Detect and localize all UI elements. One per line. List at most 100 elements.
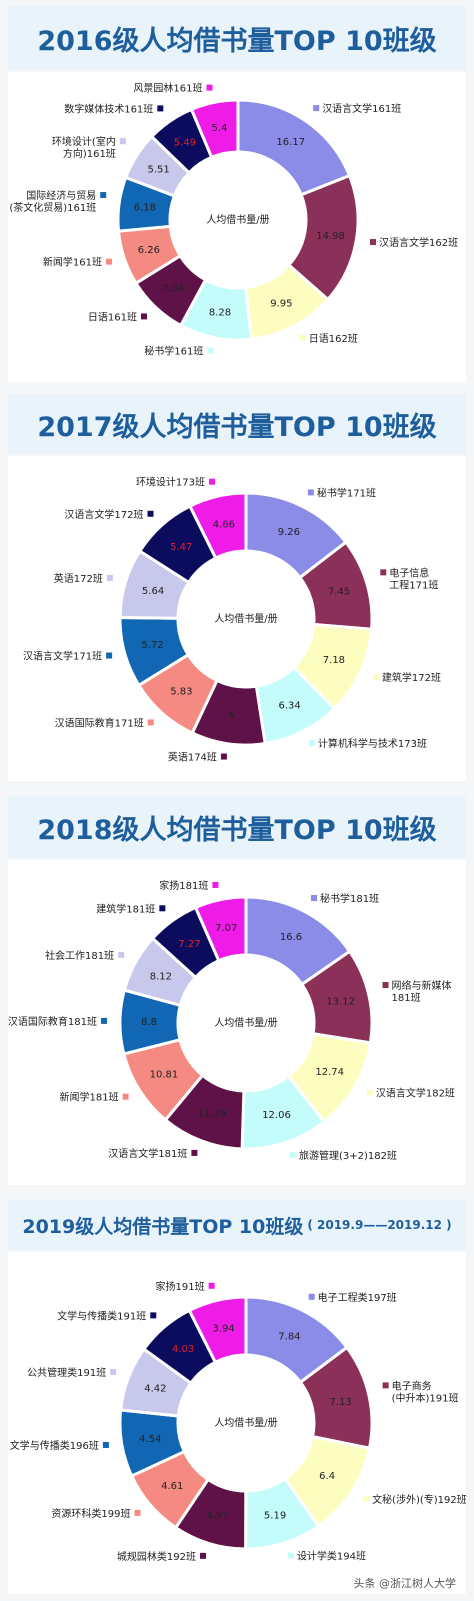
legend-marker (372, 674, 379, 681)
slice-value-label: 5.4 (211, 123, 227, 134)
slice-value-label: 13.12 (326, 997, 355, 1008)
slice-value-label: 9.95 (270, 298, 292, 309)
slice-value-label: 4.54 (139, 1434, 161, 1445)
slice-category-label: 汉语言文学161班 (322, 102, 401, 115)
slice-category-label: 文秘(涉外)(专)192班 (372, 1493, 466, 1506)
slice-category-label: 计算机科学与技术173班 (318, 737, 427, 750)
slice-value-label: 6.26 (138, 245, 160, 256)
slice-category-label: 建筑学172班 (382, 671, 441, 684)
legend-marker (101, 1017, 108, 1024)
slice-value-label: 4.66 (213, 520, 235, 531)
slice-value-label: 5.72 (141, 640, 163, 651)
slice-value-label: 16.6 (280, 932, 302, 943)
slice-value-label: 8.8 (141, 1017, 157, 1028)
donut-center-label: 人均借书量/册 (206, 214, 269, 226)
chart-title-2019: 2019级人均借书量TOP 10班级 ( 2019.9——2019.12 ) (8, 1200, 466, 1250)
chart-title-2018: 2018级人均借书量TOP 10班级 (8, 796, 466, 858)
legend-marker (287, 1552, 294, 1559)
legend-marker (147, 510, 154, 517)
slice-category-label: 工程171班 (389, 579, 438, 591)
slice-category-label: 汉语言文学171班 (23, 649, 102, 662)
legend-marker (311, 895, 318, 902)
slice-category-label: 文学与传播类191班 (57, 1309, 146, 1322)
slice-category-label: 家扬191班 (156, 1280, 205, 1293)
legend-marker (206, 84, 213, 91)
slice-category-label: 电子商务 (392, 1379, 432, 1392)
legend-marker (370, 239, 377, 246)
legend-marker (307, 489, 314, 496)
slice-category-label: 181班 (392, 992, 421, 1004)
legend-marker (207, 347, 214, 354)
chart-title-2017: 2017级人均借书量TOP 10班级 (8, 394, 466, 454)
slice-category-label: (中升本)191班 (392, 1391, 459, 1404)
slice-category-label: 风景园林161班 (133, 82, 202, 95)
slice-value-label: 4.97 (206, 1511, 228, 1522)
slice-value-label: 7.27 (178, 939, 200, 950)
slice-category-label: 日语161班 (88, 311, 137, 323)
slice-value-label: 5.83 (170, 686, 192, 697)
slice-category-label: 汉语言文学181班 (108, 1147, 187, 1160)
slice-category-label: 新闻学161班 (43, 256, 102, 269)
watermark: 头条 @浙江树人大学 (353, 1577, 457, 1590)
slice-category-label: 电子工程类197班 (318, 1291, 397, 1304)
legend-marker (212, 881, 219, 888)
slice-category-label: 环境设计(室内 (52, 135, 116, 148)
legend-marker (100, 192, 107, 199)
slice-category-label: (茶文化贸易)161班 (9, 201, 96, 214)
slice-category-label: 汉语言文学182班 (376, 1087, 455, 1100)
chart-title-text: 2018级人均借书量TOP 10班级 (37, 814, 437, 846)
slice-value-label: 7.45 (328, 587, 350, 598)
legend-marker (290, 1151, 297, 1158)
donut-panel-2018: 16.6 秘书学181班 13.12 网络与新媒体 181班 12.74 汉语言文学182班… (8, 860, 466, 1185)
slice-value-label: 8.12 (150, 971, 172, 982)
slice-category-label: 新闻学181班 (59, 1091, 118, 1104)
donut-panel-2016: 16.17 汉语言文学161班 14.98 汉语言文学162班 9.95 日语162班 8.… (8, 72, 466, 382)
slice-value-label: 6.34 (278, 701, 300, 712)
legend-marker (191, 1149, 198, 1156)
slice-value-label: 5.19 (264, 1511, 286, 1522)
legend-marker (110, 1368, 117, 1375)
chart-title-text: 2019级人均借书量TOP 10班级 (22, 1215, 304, 1238)
slice-category-label: 网络与新媒体 (392, 979, 452, 992)
legend-marker (118, 951, 125, 958)
slice-category-label: 日语162班 (309, 333, 358, 345)
donut-slice (193, 895, 248, 963)
donut-center-label: 人均借书量/册 (214, 613, 277, 625)
legend-marker (105, 258, 112, 265)
slice-value-label: 5.51 (147, 165, 169, 176)
legend-marker (382, 982, 389, 989)
slice-category-label: 国际经济与贸易 (26, 189, 96, 202)
legend-marker (106, 652, 113, 659)
slice-value-label: 4.61 (161, 1481, 183, 1492)
slice-category-label: 城规园林类192班 (117, 1550, 196, 1563)
slice-category-label: 家扬181班 (159, 879, 208, 892)
legend-marker (366, 1089, 373, 1096)
legend-marker (220, 753, 227, 760)
legend-marker (209, 478, 216, 485)
slice-value-label: 5.49 (174, 137, 196, 148)
slice-value-label: 12.74 (315, 1067, 344, 1078)
chart-title-2016: 2016级人均借书量TOP 10班级 (8, 6, 466, 70)
slice-value-label: 6.4 (319, 1471, 335, 1482)
slice-category-label: 汉语国际教育181班 (8, 1015, 97, 1028)
legend-marker (157, 105, 164, 112)
slice-value-label: 9.26 (278, 527, 300, 538)
legend-marker (106, 574, 113, 581)
legend-marker (308, 1293, 315, 1300)
legend-marker (382, 1382, 389, 1389)
slice-category-label: 社会工作181班 (45, 949, 114, 962)
legend-marker (208, 1282, 215, 1289)
legend-marker (122, 1093, 129, 1100)
slice-value-label: 5.64 (142, 586, 164, 597)
slice-value-label: 16.17 (276, 137, 305, 148)
donut-slice (189, 98, 240, 160)
slice-category-label: 汉语国际教育171班 (55, 716, 144, 729)
slice-value-label: 7.13 (330, 1397, 352, 1408)
legend-marker (313, 105, 320, 112)
slice-category-label: 汉语言文学172班 (64, 508, 143, 521)
donut-center-label: 人均借书量/册 (214, 1017, 277, 1029)
donut-slice (187, 491, 248, 561)
